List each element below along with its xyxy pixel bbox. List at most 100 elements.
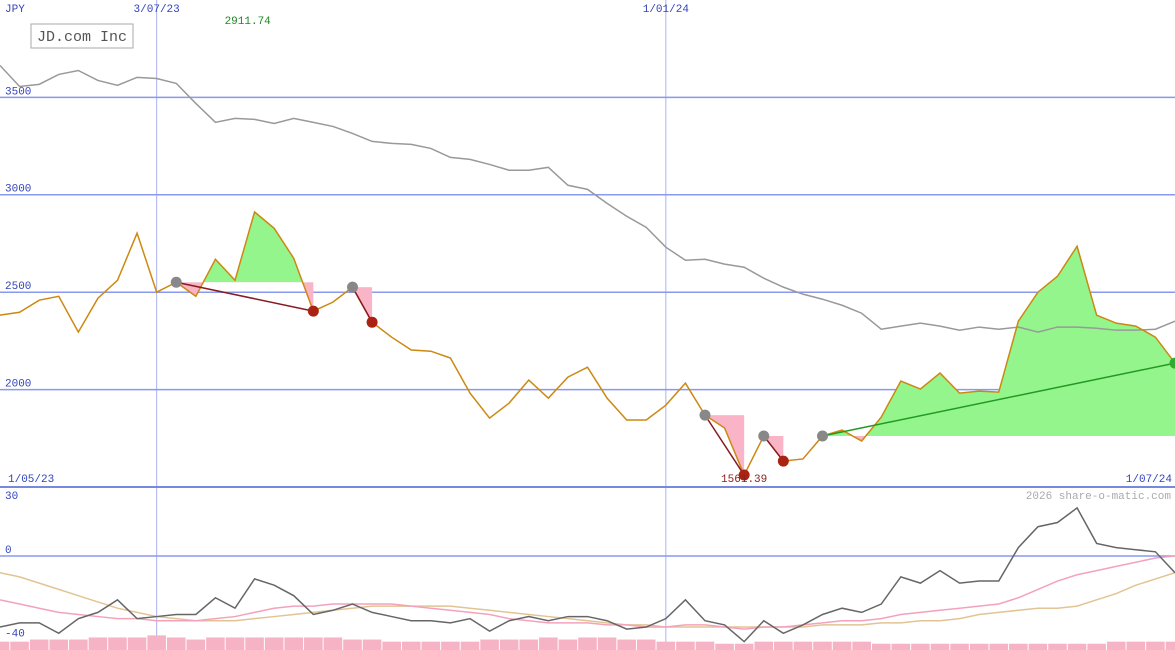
bar (1106, 641, 1126, 650)
series-line (0, 555, 1175, 630)
x-tick-label: 1/05/23 (8, 474, 54, 486)
bar (304, 637, 323, 650)
bar (1146, 641, 1165, 650)
bar (206, 637, 225, 650)
signal-end (366, 316, 378, 328)
currency-label: JPY (5, 4, 25, 16)
bar (1165, 641, 1175, 650)
low-label: 1561.39 (721, 474, 767, 486)
bar (1067, 643, 1087, 650)
bar (1009, 643, 1028, 650)
bar (871, 643, 891, 650)
bar (695, 641, 715, 650)
signal-start (758, 430, 770, 442)
credit: 2026 share-o-matic.com (1026, 491, 1172, 503)
bar (401, 641, 421, 650)
y-tick-label: 30 (5, 491, 18, 503)
chart-title: JD.com Inc (37, 29, 127, 46)
bar (891, 643, 911, 650)
bar (715, 643, 734, 650)
bar (49, 639, 69, 650)
series-line (0, 506, 1175, 643)
x-tick-label: 1/07/24 (1126, 474, 1173, 486)
bar (813, 641, 832, 650)
signal-start (347, 281, 358, 293)
bar (460, 641, 480, 650)
bar (617, 639, 636, 650)
bar (558, 639, 578, 650)
bar (264, 637, 284, 650)
gain-area (822, 246, 1175, 436)
bar (362, 639, 382, 650)
bar (186, 639, 206, 650)
bar (832, 641, 852, 650)
bar (676, 641, 695, 650)
bar (754, 641, 774, 650)
y-tick-label: 3500 (5, 86, 31, 98)
bar (597, 637, 617, 650)
signal-end (777, 455, 789, 467)
bar (734, 643, 754, 650)
bar (127, 637, 147, 650)
signal-start (170, 276, 182, 288)
bar (343, 639, 362, 650)
bar (10, 641, 29, 650)
bar (950, 643, 969, 650)
bar (852, 641, 871, 650)
bar (225, 637, 245, 650)
series-line (0, 64, 1175, 333)
bar (480, 639, 499, 650)
bar (421, 641, 441, 650)
bar (656, 641, 676, 650)
bar (323, 637, 343, 650)
y-tick-label: 0 (5, 545, 12, 557)
loss-area (822, 435, 1175, 442)
bar (539, 637, 558, 650)
trend-line (704, 414, 745, 476)
signal-start (817, 430, 828, 442)
title-box (30, 23, 134, 49)
x-tick-label: 3/07/23 (134, 4, 180, 16)
y-tick-label: 2000 (5, 379, 31, 391)
signal-start (699, 409, 711, 421)
bar (245, 637, 264, 650)
bar (774, 641, 793, 650)
bar (793, 641, 813, 650)
bar (441, 641, 460, 650)
trend-line (176, 281, 314, 312)
signal-end (307, 305, 319, 317)
bar (382, 641, 401, 650)
high-label: 2911.74 (225, 16, 272, 28)
bar (284, 637, 304, 650)
bar (499, 639, 519, 650)
bar (578, 637, 597, 650)
bar (1126, 641, 1146, 650)
bar (147, 635, 166, 650)
bar (1087, 643, 1106, 650)
bar (88, 637, 108, 650)
signal-end (1169, 357, 1175, 369)
trend-line (351, 286, 373, 323)
bar (519, 639, 539, 650)
loss-area (705, 415, 745, 476)
y-tick-label: 2500 (5, 281, 31, 293)
series-line (0, 210, 1175, 477)
bar (0, 641, 10, 650)
bar (911, 643, 930, 650)
x-tick-label: 1/01/24 (643, 4, 690, 16)
signal-end (738, 469, 750, 481)
y-tick-label: -40 (5, 628, 25, 640)
bar (969, 643, 989, 650)
bar (29, 639, 49, 650)
bar (166, 637, 186, 650)
bar (636, 639, 656, 650)
bar (69, 639, 88, 650)
bar (108, 637, 127, 650)
bar (1028, 643, 1048, 650)
y-tick-label: 3000 (5, 184, 31, 196)
trend-line (822, 362, 1175, 437)
